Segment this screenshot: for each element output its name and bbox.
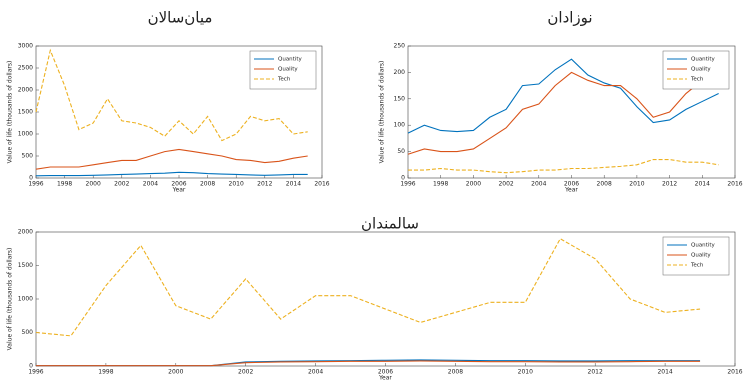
y-tick-label: 0	[29, 363, 33, 370]
x-tick-label: 2000	[86, 181, 101, 188]
y-tick-label: 1000	[18, 131, 33, 138]
x-tick-label: 2006	[378, 369, 393, 376]
series-line	[35, 48, 308, 142]
x-tick-label: 2006	[171, 181, 186, 188]
x-tick-label: 2010	[229, 181, 244, 188]
y-tick-label: 100	[394, 122, 406, 129]
legend-label: Quantity	[691, 57, 716, 63]
x-tick-label: 2008	[448, 369, 463, 376]
x-tick-label: 2002	[238, 369, 253, 376]
x-tick-label: 1996	[28, 181, 43, 188]
y-tick-label: 150	[394, 95, 406, 102]
series-line	[408, 158, 719, 174]
x-tick-label: 2016	[727, 181, 742, 188]
y-tick-label: 0	[401, 175, 405, 182]
chart-title: سالمندان	[361, 215, 419, 233]
y-tick-label: 250	[394, 43, 406, 50]
x-tick-label: 2004	[531, 181, 546, 188]
x-tick-label: 2016	[727, 369, 742, 376]
x-tick-label: 2004	[143, 181, 158, 188]
y-axis-label: Value of life (thousands of dollars)	[7, 248, 14, 351]
x-tick-label: 1996	[400, 181, 415, 188]
chart-title: میان‌سالان	[148, 9, 213, 27]
x-tick-label: 2014	[695, 181, 710, 188]
legend-box	[249, 50, 317, 90]
y-tick-label: 3000	[18, 43, 33, 50]
x-axis-label: Year	[172, 187, 186, 194]
x-tick-label: 2000	[466, 181, 481, 188]
x-tick-label: 2012	[662, 181, 677, 188]
legend-label: Tech	[690, 77, 704, 83]
x-tick-label: 2008	[200, 181, 215, 188]
legend-label: Quality	[691, 253, 711, 259]
x-tick-label: 1998	[433, 181, 448, 188]
x-tick-label: 2014	[657, 369, 672, 376]
legend-label: Quality	[278, 67, 298, 73]
x-tick-label: 2016	[314, 181, 329, 188]
y-axis-label: Value of life (thousands of dollars)	[379, 61, 386, 164]
x-axis-label: Year	[378, 375, 392, 382]
x-tick-label: 2002	[498, 181, 513, 188]
plot-area	[35, 231, 736, 367]
y-tick-label: 500	[22, 329, 34, 336]
y-tick-label: 2000	[18, 87, 33, 94]
x-tick-label: 2006	[564, 181, 579, 188]
y-tick-label: 1500	[18, 109, 33, 116]
legend-box	[662, 236, 730, 276]
x-tick-label: 2012	[588, 369, 603, 376]
y-tick-label: 0	[29, 175, 33, 182]
series-line	[35, 148, 308, 170]
legend-label: Quality	[691, 67, 711, 73]
x-tick-label: 1996	[28, 369, 43, 376]
y-tick-label: 2000	[18, 229, 33, 236]
x-tick-label: 1998	[57, 181, 72, 188]
series-line	[35, 171, 308, 177]
series-line	[35, 237, 701, 337]
x-tick-label: 2010	[518, 369, 533, 376]
x-axis-label: Year	[564, 187, 578, 194]
series-line	[36, 360, 701, 367]
legend-label: Tech	[277, 77, 291, 83]
legend-label: Quantity	[691, 243, 716, 249]
y-tick-label: 50	[397, 148, 405, 155]
x-tick-label: 2014	[286, 181, 301, 188]
x-tick-label: 2010	[629, 181, 644, 188]
legend-box	[662, 50, 730, 90]
legend-label: Tech	[690, 263, 704, 269]
x-tick-label: 2008	[597, 181, 612, 188]
x-tick-label: 2012	[257, 181, 272, 188]
y-tick-label: 1000	[18, 296, 33, 303]
series-line	[407, 58, 719, 134]
y-tick-label: 1500	[18, 262, 33, 269]
y-tick-label: 2500	[18, 65, 33, 72]
y-axis-label: Value of life (thousands of dollars)	[7, 61, 14, 164]
y-tick-label: 200	[394, 69, 406, 76]
series-line	[407, 69, 719, 155]
x-tick-label: 2004	[308, 369, 323, 376]
x-tick-label: 1998	[98, 369, 113, 376]
y-tick-label: 500	[22, 153, 34, 160]
x-tick-label: 2002	[114, 181, 129, 188]
x-tick-label: 2000	[168, 369, 183, 376]
legend-label: Quantity	[278, 57, 303, 63]
chart-title: نوزادان	[547, 9, 592, 27]
